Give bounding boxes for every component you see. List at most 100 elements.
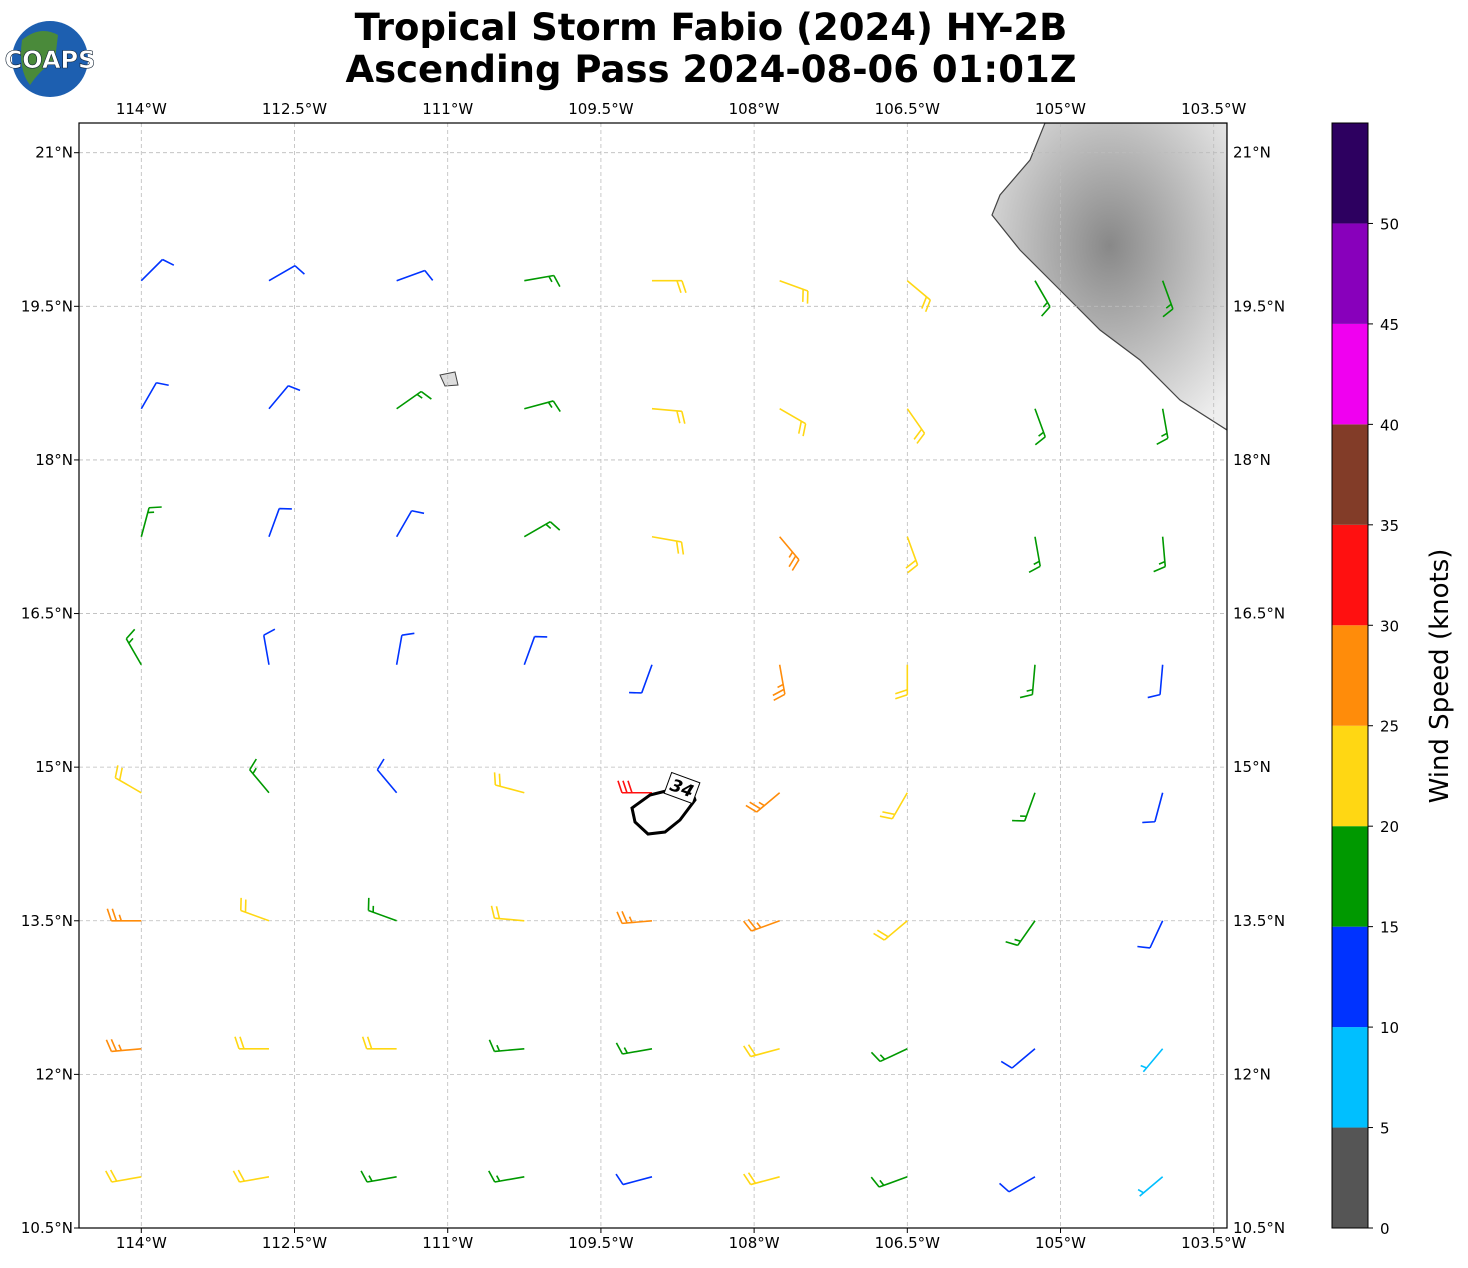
x-tick-label-top: 103.5°W bbox=[1181, 100, 1246, 118]
wind-barb bbox=[743, 1172, 780, 1186]
x-tick-label-top: 111°W bbox=[422, 100, 473, 118]
wind-barb bbox=[615, 1042, 653, 1055]
wind-barb bbox=[870, 1176, 908, 1188]
logo: COAPS bbox=[4, 21, 96, 97]
wind-barb bbox=[524, 274, 561, 288]
x-tick-label: 114°W bbox=[116, 1234, 167, 1252]
y-tick-label-right: 19.5°N bbox=[1233, 297, 1285, 315]
wind-barb bbox=[743, 1044, 780, 1058]
colorbar-tick-label: 45 bbox=[1380, 316, 1399, 334]
wind-barb bbox=[772, 664, 786, 702]
wind-barb bbox=[873, 920, 908, 941]
wind-barb bbox=[490, 905, 525, 922]
wind-barb bbox=[249, 758, 270, 794]
island bbox=[439, 371, 459, 387]
wind-barb bbox=[140, 506, 162, 537]
x-tick-label: 111°W bbox=[422, 1234, 473, 1252]
land bbox=[991, 123, 1227, 431]
x-tick-label-top: 112.5°W bbox=[262, 100, 327, 118]
colorbar-tick-label: 10 bbox=[1380, 1019, 1399, 1037]
wind-barb bbox=[268, 384, 301, 410]
colorbar-segment bbox=[1332, 524, 1368, 626]
wind-barb bbox=[488, 1039, 525, 1053]
x-tick-label-top: 114°W bbox=[116, 100, 167, 118]
wind-barb bbox=[906, 408, 926, 444]
colorbar-segment bbox=[1332, 1027, 1368, 1128]
x-tick-label-top: 109.5°W bbox=[568, 100, 633, 118]
wind-barb bbox=[1153, 536, 1167, 573]
wind-barb bbox=[268, 265, 305, 282]
y-tick-label-right: 10.5°N bbox=[1233, 1219, 1285, 1237]
wind-barb bbox=[1142, 792, 1164, 824]
wind-barb bbox=[1019, 664, 1036, 699]
colorbar-segment bbox=[1332, 826, 1368, 927]
colorbar-label: Wind Speed (knots) bbox=[1425, 549, 1455, 804]
y-tick-label: 19.5°N bbox=[21, 297, 73, 315]
wind-barb bbox=[779, 536, 800, 571]
colorbar-segment bbox=[1332, 625, 1368, 726]
colorbar-segment bbox=[1332, 223, 1368, 324]
wind-barb bbox=[745, 792, 781, 813]
wind-barb bbox=[105, 1039, 142, 1053]
y-tick-label-right: 16.5°N bbox=[1233, 605, 1285, 623]
wind-barb bbox=[1147, 664, 1164, 699]
y-tick-label: 21°N bbox=[35, 144, 73, 162]
wind-barb bbox=[140, 258, 175, 282]
x-tick-label-top: 105°W bbox=[1035, 100, 1086, 118]
contour-label-box bbox=[663, 771, 701, 805]
colorbar-tick-label: 30 bbox=[1380, 617, 1399, 635]
wind-barb bbox=[395, 509, 425, 538]
wind-barb bbox=[1161, 280, 1174, 318]
grid: 114°W 114°W 112.5°W 112.5°W 111°W 111°W 109.5°… bbox=[21, 100, 1285, 1252]
wind-barb bbox=[1000, 1048, 1036, 1069]
colorbar-segment bbox=[1332, 1127, 1368, 1228]
y-tick-label-right: 12°N bbox=[1233, 1065, 1271, 1083]
wind-barb bbox=[125, 628, 142, 666]
wind-barb bbox=[906, 280, 932, 313]
wind-barb bbox=[905, 536, 919, 574]
wind-barb bbox=[1005, 920, 1036, 947]
x-tick-label-top: 108°W bbox=[729, 100, 780, 118]
colorbar-tick-label: 5 bbox=[1380, 1120, 1390, 1138]
wind-barb bbox=[239, 897, 270, 922]
colorbar-segment bbox=[1332, 123, 1368, 224]
wind-barb bbox=[779, 279, 809, 304]
title: Tropical Storm Fabio (2024) HY-2B bbox=[355, 6, 1068, 49]
x-tick-label: 109.5°W bbox=[568, 1234, 633, 1252]
colorbar-tick-label: 35 bbox=[1380, 517, 1399, 535]
wind-barb bbox=[1156, 408, 1169, 445]
wind-barb bbox=[523, 521, 561, 538]
y-tick-label-right: 18°N bbox=[1233, 451, 1271, 469]
colorbar: 0 5 10 15 20 25 30 35 40 45 50 bbox=[1331, 122, 1399, 1238]
wind-barb bbox=[895, 664, 909, 700]
colorbar-tick-label: 20 bbox=[1380, 818, 1399, 836]
wind-barb bbox=[1137, 920, 1164, 949]
wind-barb bbox=[367, 897, 397, 922]
colorbar-tick-label: 0 bbox=[1380, 1220, 1390, 1238]
wind-barbs bbox=[105, 258, 1174, 1197]
colorbar-segment bbox=[1332, 725, 1368, 827]
wind-barb bbox=[232, 1169, 270, 1183]
wind-barb bbox=[524, 400, 561, 412]
wind-barb bbox=[742, 918, 780, 932]
logo-text: COAPS bbox=[5, 46, 96, 74]
colorbar-segment bbox=[1332, 926, 1368, 1028]
wind-barb bbox=[376, 758, 398, 794]
wind-barb bbox=[651, 407, 686, 424]
colorbar-tick-label: 25 bbox=[1380, 718, 1399, 736]
wind-barb bbox=[651, 279, 687, 293]
y-tick-label: 16.5°N bbox=[21, 605, 73, 623]
wind-barb bbox=[396, 269, 434, 282]
wind-barb bbox=[870, 1048, 908, 1063]
wind-barb bbox=[1012, 792, 1036, 822]
colorbar-tick-label: 50 bbox=[1380, 215, 1399, 233]
wind-barb bbox=[105, 1169, 142, 1183]
x-tick-label: 103.5°W bbox=[1181, 1234, 1246, 1252]
wind-barb bbox=[523, 635, 548, 666]
colorbar-frame bbox=[1331, 122, 1369, 1229]
wind-barb bbox=[1137, 1176, 1164, 1197]
wind-barb bbox=[395, 632, 415, 665]
wind-barb bbox=[268, 507, 292, 538]
wind-barb bbox=[1140, 1048, 1164, 1073]
